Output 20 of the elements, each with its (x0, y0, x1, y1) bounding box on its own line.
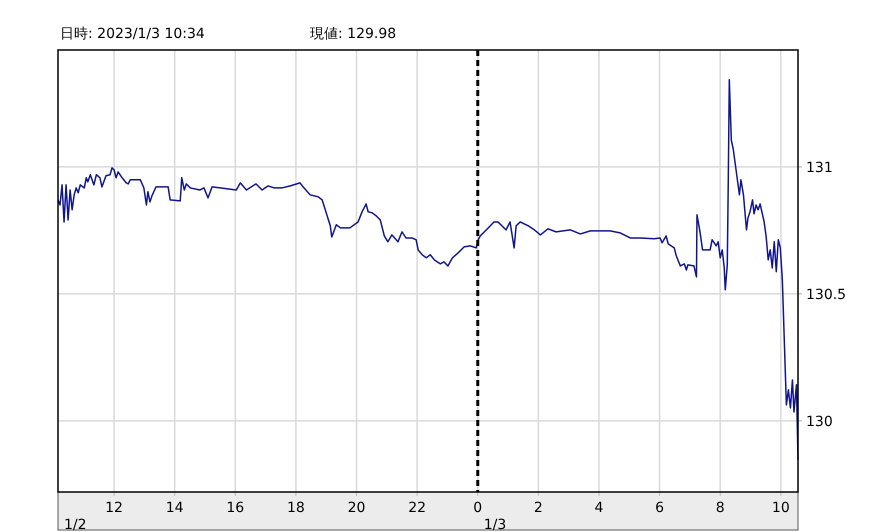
chart-subtitle: 現値: 129.98 (310, 26, 396, 42)
x-tick-label: 2 (534, 500, 543, 516)
x-tick-label: 4 (594, 500, 604, 516)
text: 1/3 (484, 517, 506, 532)
x-tick-label: 10 (772, 500, 790, 516)
x-tick-label: 8 (716, 500, 725, 516)
text: 1/2 (64, 517, 87, 532)
x-tick-label: 16 (226, 500, 244, 516)
x-tick-label: 14 (166, 500, 184, 516)
y-tick-label: 130 (806, 414, 833, 430)
x-tick-label: 18 (286, 500, 305, 516)
line-series (57, 78, 799, 461)
x-tick-label: 0 (473, 500, 482, 516)
y-tick-label: 131 (806, 160, 833, 176)
x-tick-label: 20 (348, 500, 366, 516)
y-tick-label: 130.5 (806, 286, 846, 303)
x-tick-label: 22 (408, 500, 426, 516)
x-tick-label: 6 (655, 500, 664, 516)
x-tick-label: 12 (105, 500, 123, 516)
chart-title: 日時: 2023/1/3 10:34 (60, 26, 205, 42)
